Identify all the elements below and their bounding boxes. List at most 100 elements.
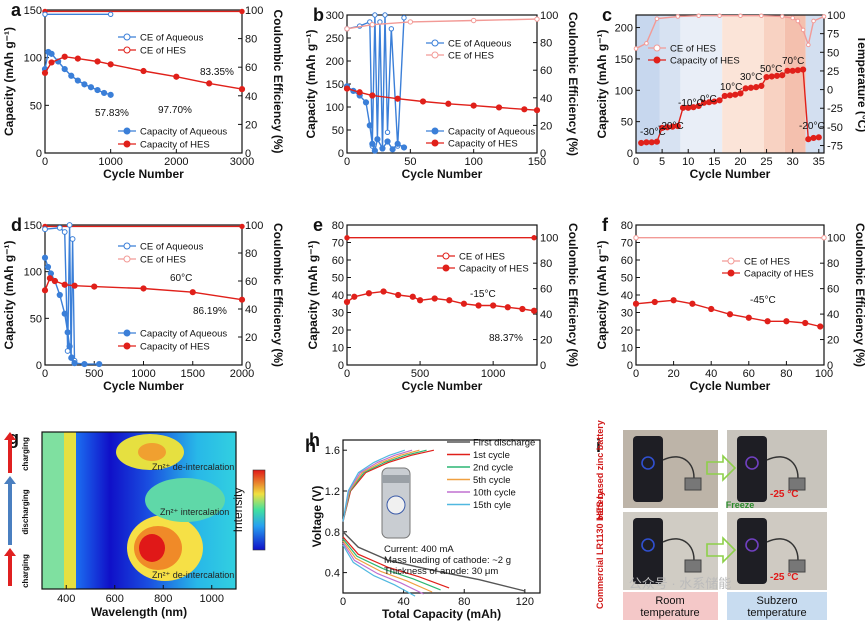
- data-point: [96, 360, 103, 368]
- data-point: [648, 139, 655, 146]
- data-point: [61, 53, 68, 60]
- x-tick-label: 40: [705, 368, 717, 380]
- x-tick-label: 400: [57, 593, 75, 605]
- y2-tick-label: 60: [827, 284, 839, 296]
- data-point: [71, 360, 78, 367]
- legend-marker: [123, 329, 131, 337]
- legend-marker: [442, 252, 450, 260]
- data-point: [87, 84, 95, 91]
- y-axis-label: Capacity (mAh g⁻¹): [595, 29, 609, 138]
- x-tick-label: 5: [659, 156, 665, 168]
- data-point: [173, 73, 180, 80]
- data-point: [763, 74, 770, 81]
- data-point: [382, 12, 388, 18]
- annotation-88: 88.37%: [489, 333, 523, 344]
- y2-tick-label: 60: [540, 284, 552, 296]
- legend-label: Capacity of Aqueous: [140, 329, 227, 340]
- heatmap-blob: [139, 534, 165, 562]
- legend-marker: [123, 255, 131, 263]
- data-point: [238, 86, 246, 93]
- x-tick-label: 20: [734, 156, 746, 168]
- temperature-band: [659, 15, 681, 153]
- data-point: [721, 92, 728, 100]
- panel-b: 0 50 100 150050100150200250300020406080100C…: [304, 5, 580, 181]
- data-point: [764, 318, 771, 325]
- y2-tick-label: 100: [245, 5, 263, 17]
- temperature-label: -30°C: [640, 127, 666, 138]
- x-axis-label: Cycle Number: [402, 167, 483, 181]
- stage-arrowhead: [4, 548, 16, 556]
- temperature-label: -15°C: [470, 289, 496, 300]
- y-tick-label: 50: [30, 100, 42, 112]
- x-tick-label: 0: [42, 156, 48, 168]
- x-tick-label: 500: [85, 368, 103, 380]
- data-point: [344, 235, 350, 241]
- temperature-band: [763, 15, 785, 153]
- legend-label: CE of Aqueous: [140, 33, 204, 44]
- temperature-band: [784, 15, 806, 153]
- y2-tick-label: 80: [540, 38, 552, 50]
- data-point: [821, 14, 827, 19]
- label-box-room: [623, 592, 718, 620]
- y-tick-label: 0: [338, 360, 344, 372]
- annotation-97: 97.70%: [158, 105, 192, 116]
- data-point: [344, 26, 350, 32]
- x-tick-label: 35: [813, 156, 825, 168]
- data-point: [372, 12, 378, 18]
- temperature-band: [805, 15, 824, 153]
- phone-display-ring: [641, 456, 655, 470]
- legend-marker: [431, 51, 439, 59]
- legend-marker: [727, 257, 735, 265]
- data-point: [533, 107, 541, 114]
- data-point: [504, 304, 511, 311]
- colorbar-label: Intensity: [231, 488, 245, 533]
- data-point: [674, 122, 681, 130]
- legend-label: 2nd cycle: [473, 463, 513, 474]
- data-point: [800, 66, 807, 73]
- y-tick-label: 100: [24, 53, 42, 65]
- x-tick-label: 2000: [230, 368, 254, 380]
- data-point: [759, 13, 764, 19]
- x-axis-label: Cycle Number: [690, 167, 771, 181]
- y2-tick-label: 0: [827, 360, 833, 372]
- data-point: [821, 235, 827, 241]
- panel-label: c: [602, 5, 612, 25]
- panel-f: 0 20 40 60 80 1000102030405060708002040608010…: [595, 215, 865, 393]
- y2-tick-label: 60: [245, 62, 257, 74]
- data-point: [206, 80, 213, 87]
- y2-axis-label: Temperature (°C): [855, 36, 865, 133]
- y-tick-label: 100: [326, 102, 344, 114]
- y2-tick-label: 40: [540, 93, 552, 105]
- data-point: [779, 14, 785, 19]
- y2-tick-label: 100: [827, 10, 845, 22]
- data-point: [365, 290, 373, 297]
- temperature-band: [636, 15, 660, 153]
- row-label: Commercial LR1130 battery: [595, 491, 605, 609]
- legend-label: CE of Aqueous: [448, 39, 512, 50]
- x-tick-label: 2000: [164, 156, 188, 168]
- bottom-label: Subzero: [757, 595, 798, 607]
- series-line-ce-of-aqueous: [346, 14, 405, 149]
- temperature-label: -20°C: [658, 121, 684, 132]
- data-point: [696, 13, 701, 19]
- heatmap-band: [64, 432, 76, 589]
- data-point: [380, 288, 387, 295]
- y2-tick-label: 100: [827, 233, 845, 245]
- data-point: [394, 95, 401, 102]
- data-point: [495, 104, 503, 111]
- panel-e: 0 500 1000 0 10 20 30 40 50 60 70 80 0 20 40 60 80 100 Cyc…: [306, 215, 580, 393]
- data-point: [68, 72, 75, 79]
- legend-marker: [123, 127, 131, 135]
- data-point: [101, 89, 108, 97]
- data-point: [407, 19, 414, 25]
- data-point: [107, 61, 114, 68]
- legend-label: CE of HES: [670, 44, 716, 55]
- data-point: [51, 277, 58, 285]
- legend-marker: [431, 139, 439, 147]
- annotation-83: 83.35%: [200, 67, 234, 78]
- data-point: [632, 300, 640, 307]
- y-tick-label: 150: [24, 220, 42, 232]
- data-point: [351, 293, 358, 300]
- plot-frame: [635, 224, 825, 366]
